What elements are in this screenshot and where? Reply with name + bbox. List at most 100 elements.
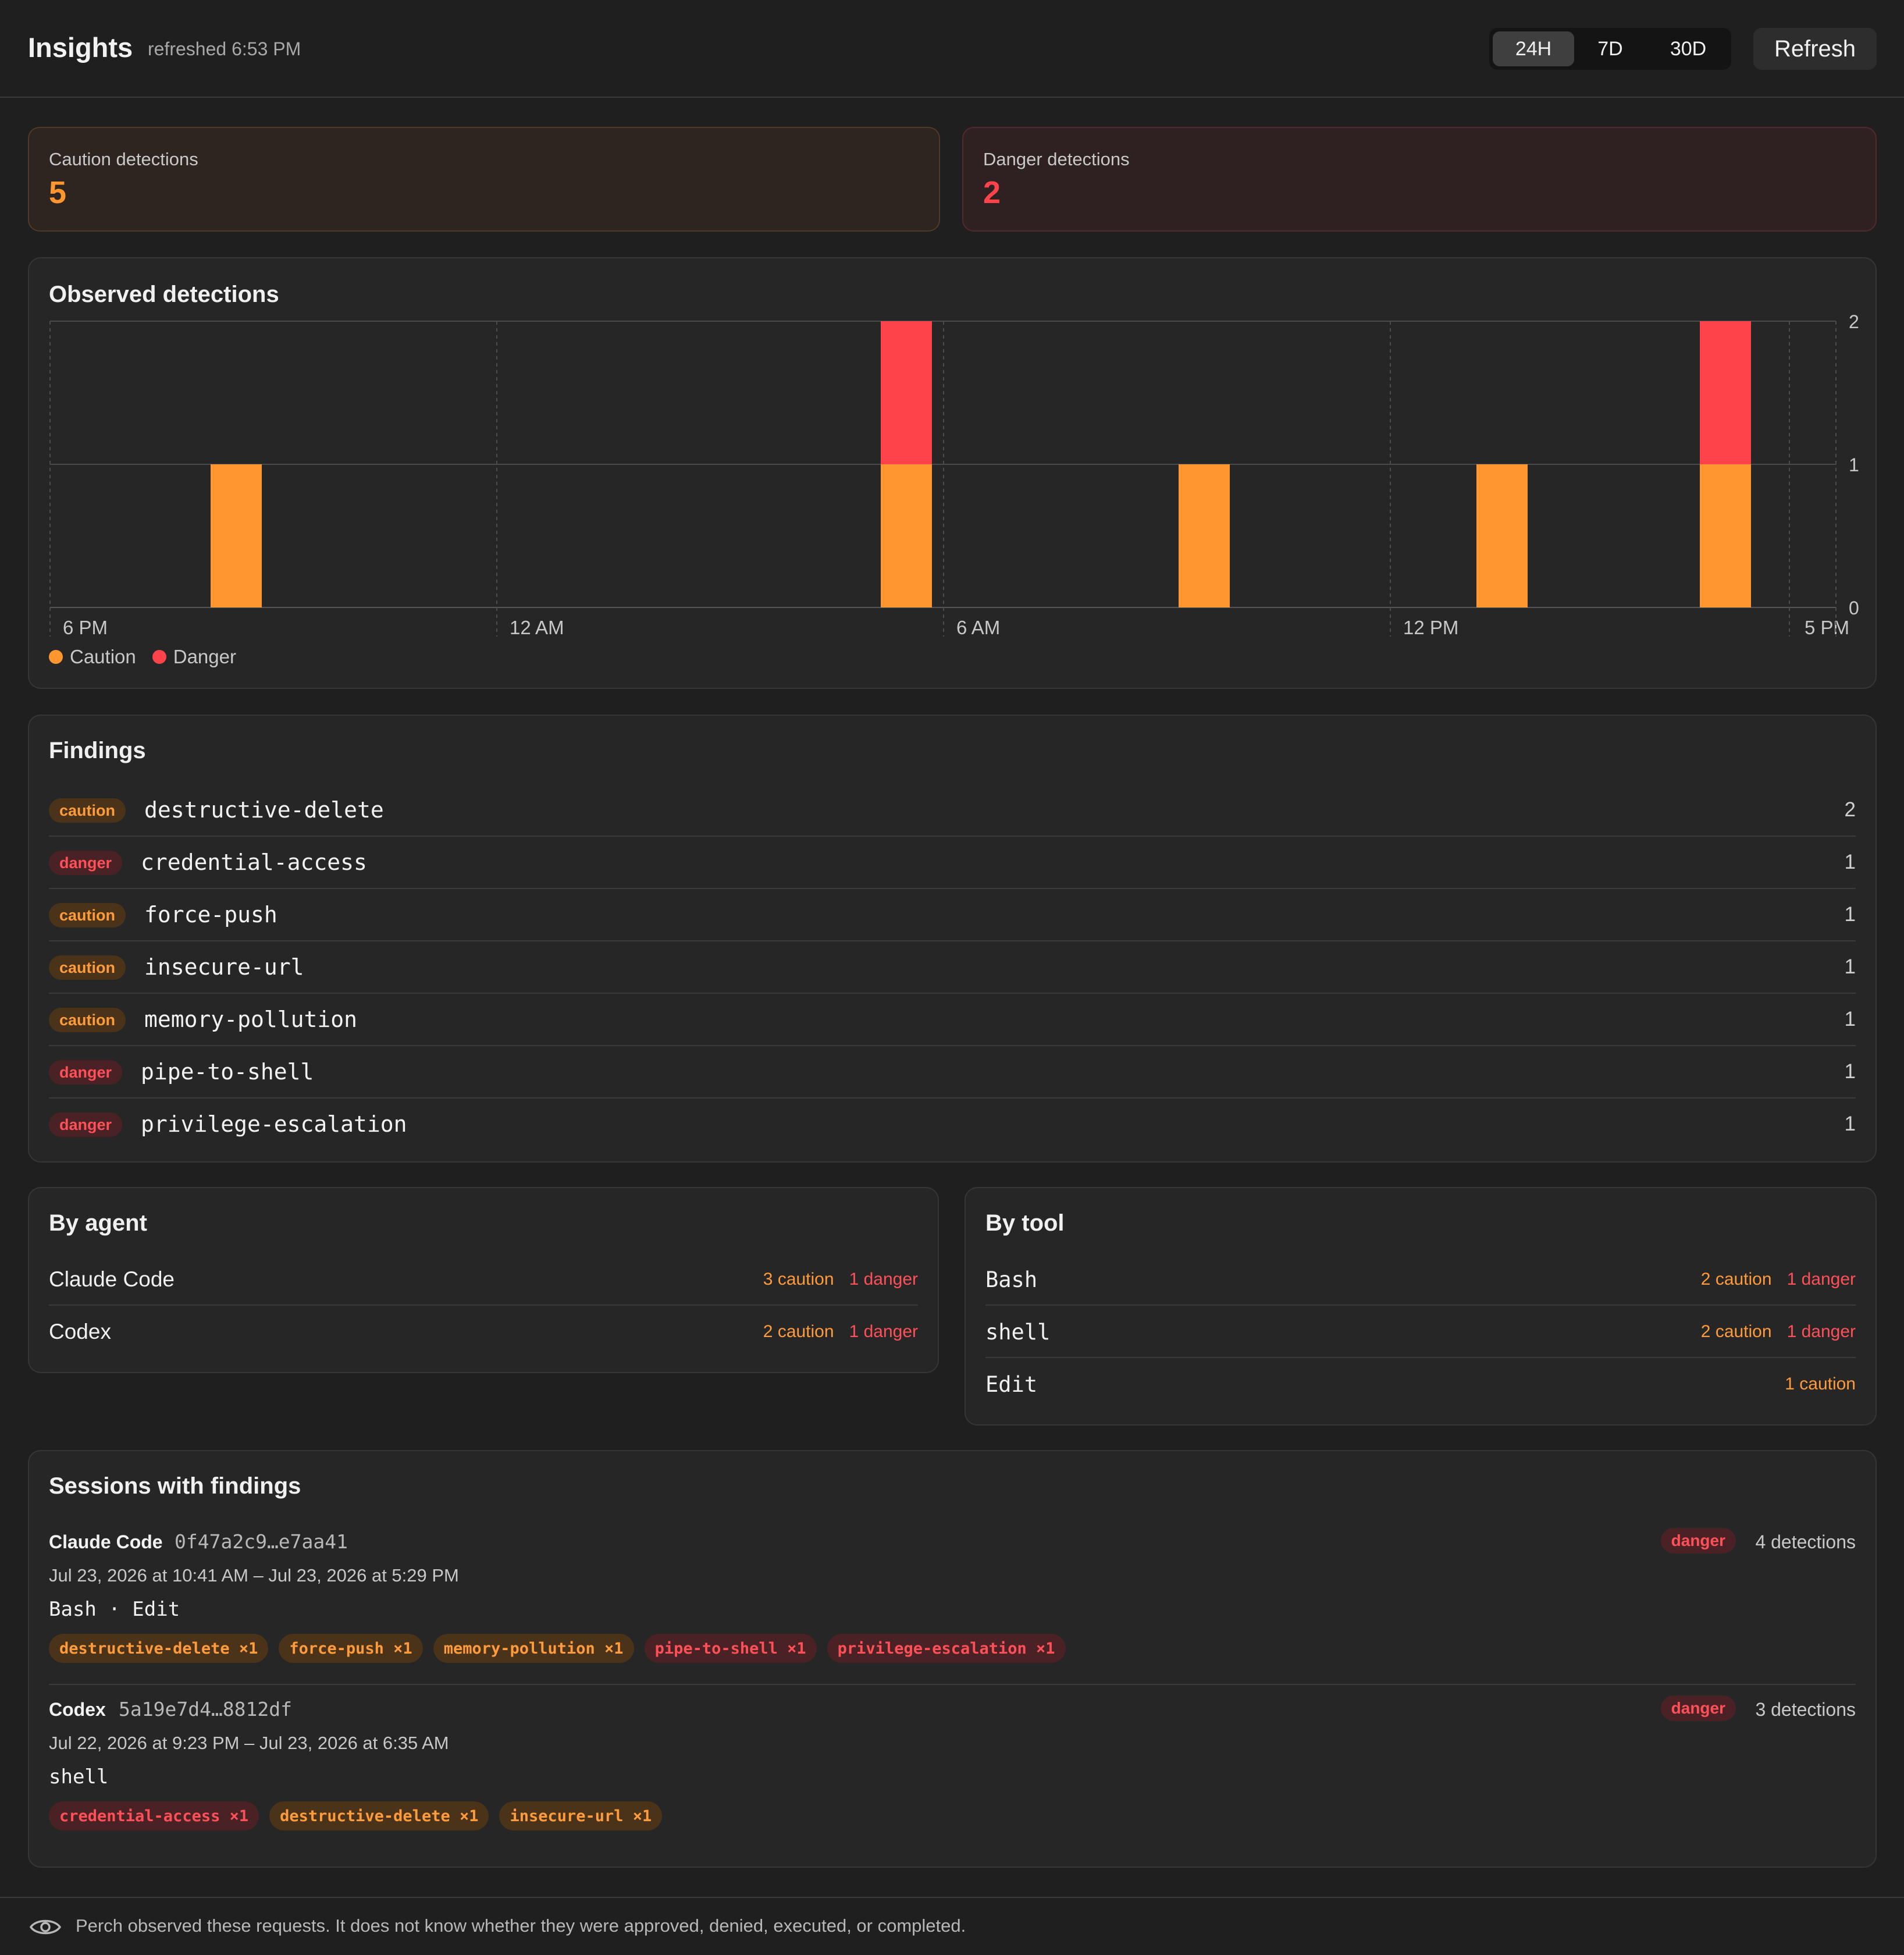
caution-stat-value: 5 [49, 175, 67, 210]
severity-badge: danger [49, 851, 123, 875]
danger-legend-label: Danger [173, 646, 236, 667]
finding-row[interactable]: danger pipe-to-shell 1 [49, 1046, 1856, 1099]
severity-badge: danger [49, 1060, 123, 1085]
danger-count: 1 danger [1786, 1270, 1856, 1289]
agent-row[interactable]: Codex 2 caution 1 danger [49, 1306, 918, 1358]
by-agent-card: By agent Claude Code 3 caution 1 danger Cod… [28, 1187, 939, 1373]
session-id: 5a19e7d4…8812df [119, 1698, 293, 1721]
range-24h-button[interactable]: 24H [1493, 31, 1574, 66]
caution-stat-label: Caution detections [49, 149, 198, 169]
finding-tag[interactable]: insecure-url ×1 [499, 1801, 663, 1830]
by-tool-title: By tool [985, 1210, 1065, 1236]
caution-bar [1700, 464, 1751, 607]
chart-legend: Caution Danger [49, 646, 236, 668]
tool-row[interactable]: Edit 1 caution [985, 1358, 1856, 1410]
danger-bar [1700, 321, 1751, 464]
eye-icon [29, 1920, 62, 1935]
by-tool-card: By tool Bash 2 caution 1 danger shell 2 caut… [965, 1187, 1877, 1426]
severity-counts: 2 caution 1 danger [1701, 1322, 1856, 1342]
session-agent: Claude Code [49, 1531, 163, 1552]
range-30d-button[interactable]: 30D [1670, 37, 1707, 60]
danger-legend-dot [152, 650, 166, 664]
by-agent-title: By agent [49, 1210, 147, 1236]
severity-badge: caution [49, 903, 126, 927]
refreshed-timestamp: refreshed 6:53 PM [148, 38, 301, 59]
severity-badge: caution [49, 955, 126, 980]
finding-name: privilege-escalation [141, 1111, 407, 1137]
finding-count: 2 [1844, 798, 1856, 821]
finding-row[interactable]: caution memory-pollution 1 [49, 994, 1856, 1046]
refresh-button[interactable]: Refresh [1753, 28, 1877, 70]
finding-count: 1 [1844, 903, 1856, 926]
severity-counts: 2 caution 1 danger [1701, 1270, 1856, 1289]
session-item[interactable]: Codex 5a19e7d4…8812df Jul 22, 2026 at 9:23… [49, 1695, 1856, 1844]
tool-name: shell [985, 1320, 1051, 1345]
tool-row[interactable]: Bash 2 caution 1 danger [985, 1253, 1856, 1306]
caution-bar [881, 464, 932, 607]
finding-name: insecure-url [144, 954, 304, 980]
sessions-title: Sessions with findings [49, 1473, 301, 1499]
finding-tag[interactable]: pipe-to-shell ×1 [644, 1634, 817, 1663]
finding-tag[interactable]: force-push ×1 [279, 1634, 423, 1663]
danger-stat-label: Danger detections [983, 149, 1130, 169]
tool-row[interactable]: shell 2 caution 1 danger [985, 1306, 1856, 1358]
finding-name: destructive-delete [144, 797, 384, 823]
finding-tag[interactable]: memory-pollution ×1 [433, 1634, 634, 1663]
finding-count: 1 [1844, 851, 1856, 873]
x-tick-label: 6 PM [63, 617, 108, 637]
severity-counts: 3 caution 1 danger [763, 1270, 918, 1289]
session-tools: Bash · Edit [49, 1598, 180, 1621]
session-dates: Jul 23, 2026 at 10:41 AM – Jul 23, 2026 … [49, 1565, 459, 1586]
observed-detections-card: Observed detections 0 1 2 6 PM 12 AM 6 AM 12 P… [28, 257, 1877, 689]
footer-bar: Perch observed these requests. It does n… [0, 1897, 1904, 1955]
finding-name: memory-pollution [144, 1007, 358, 1032]
finding-name: credential-access [141, 849, 367, 875]
session-agent: Codex [49, 1699, 106, 1720]
session-item[interactable]: Claude Code 0f47a2c9…e7aa41 Jul 23, 2026 a… [49, 1528, 1856, 1685]
danger-stat-value: 2 [983, 175, 1001, 210]
caution-count: 2 caution [1700, 1322, 1772, 1341]
severity-badge: caution [49, 1008, 126, 1032]
page-title: Insights [28, 32, 133, 63]
finding-row[interactable]: caution insecure-url 1 [49, 941, 1856, 994]
danger-count: 1 danger [849, 1322, 918, 1341]
session-tags: credential-access ×1 destructive-delete ×… [49, 1801, 663, 1830]
finding-tag[interactable]: privilege-escalation ×1 [827, 1634, 1066, 1663]
finding-row[interactable]: caution destructive-delete 2 [49, 784, 1856, 837]
chart-title: Observed detections [49, 282, 279, 307]
range-7d-button[interactable]: 7D [1597, 37, 1623, 60]
footer-note: Perch observed these requests. It does n… [76, 1915, 966, 1936]
finding-row[interactable]: caution force-push 1 [49, 889, 1856, 941]
caution-legend-label: Caution [70, 646, 136, 667]
severity-counts: 1 caution [1785, 1374, 1856, 1394]
session-severity-badge: danger [1660, 1528, 1736, 1554]
caution-count: 3 caution [763, 1270, 834, 1289]
finding-row[interactable]: danger credential-access 1 [49, 837, 1856, 889]
y-tick-label: 0 [1849, 598, 1859, 619]
y-tick-label: 1 [1849, 454, 1859, 475]
finding-tag[interactable]: credential-access ×1 [49, 1801, 259, 1830]
x-tick-label: 12 AM [510, 617, 564, 637]
danger-count: 1 danger [1786, 1322, 1856, 1341]
findings-card: Findings caution destructive-delete 2 dange… [28, 715, 1877, 1163]
caution-bar [1476, 464, 1528, 607]
finding-row[interactable]: danger privilege-escalation 1 [49, 1099, 1856, 1151]
severity-counts: 2 caution 1 danger [763, 1322, 918, 1342]
finding-tag[interactable]: destructive-delete ×1 [269, 1801, 489, 1830]
danger-bar [881, 321, 932, 464]
agent-name: Claude Code [49, 1267, 175, 1291]
header-bar: Insights refreshed 6:53 PM 24H 7D 30D Re… [0, 0, 1904, 98]
finding-count: 1 [1844, 955, 1856, 978]
agent-row[interactable]: Claude Code 3 caution 1 danger [49, 1253, 918, 1306]
finding-name: pipe-to-shell [141, 1059, 314, 1085]
agent-name: Codex [49, 1320, 111, 1343]
session-detections: 3 detections [1755, 1699, 1856, 1720]
session-dates: Jul 22, 2026 at 9:23 PM – Jul 23, 2026 a… [49, 1733, 449, 1753]
session-tools: shell [49, 1765, 109, 1789]
danger-stat-card: Danger detections 2 [962, 127, 1877, 232]
finding-tag[interactable]: destructive-delete ×1 [49, 1634, 269, 1663]
session-tags: destructive-delete ×1 force-push ×1 memory… [49, 1634, 1066, 1663]
finding-count: 1 [1844, 1112, 1856, 1135]
finding-name: force-push [144, 902, 277, 927]
caution-stat-card: Caution detections 5 [28, 127, 940, 232]
